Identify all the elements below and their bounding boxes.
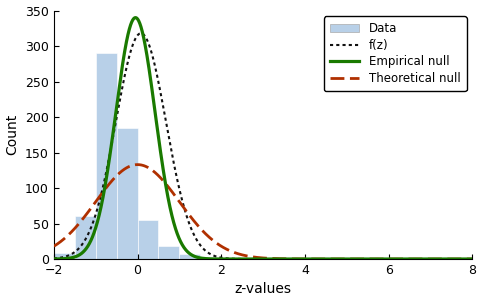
Bar xyxy=(75,217,96,259)
Y-axis label: Count: Count xyxy=(6,114,20,156)
X-axis label: z-values: z-values xyxy=(235,282,292,297)
Bar xyxy=(96,53,117,259)
Bar xyxy=(137,220,159,259)
Bar xyxy=(54,253,75,259)
Bar xyxy=(159,246,179,259)
Bar xyxy=(242,258,263,259)
Legend: Data, f(z), Empirical null, Theoretical null: Data, f(z), Empirical null, Theoretical … xyxy=(324,16,467,91)
Bar xyxy=(117,128,137,259)
Bar xyxy=(221,258,242,259)
Bar xyxy=(179,254,201,259)
Bar xyxy=(201,257,221,259)
